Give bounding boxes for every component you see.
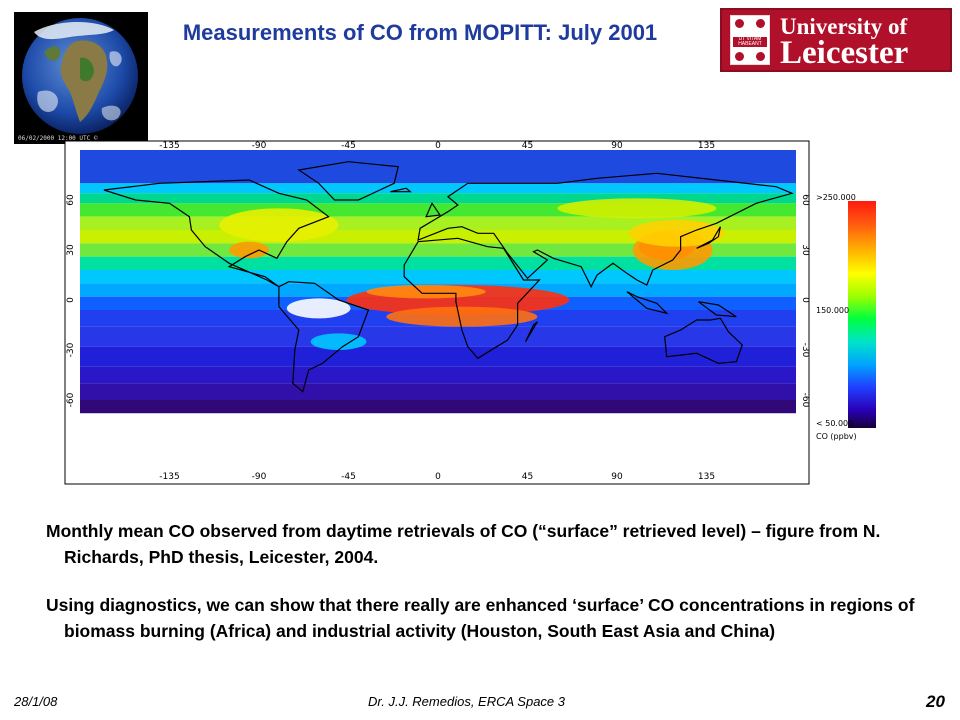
university-logo: UT VITAM HABEANT University of Leicester [720, 8, 952, 72]
lat-tick-label-left: -60 [66, 392, 76, 407]
lat-tick-label-right: 30 [800, 244, 810, 256]
lat-tick-label-left: -30 [66, 342, 76, 357]
lon-tick-label-top: 0 [435, 141, 441, 151]
colorbar-unit-label: CO (ppbv) [816, 432, 857, 441]
lon-tick-label-top: -90 [252, 141, 267, 151]
lat-tick-label-left: 30 [66, 244, 76, 256]
coastline-4 [664, 317, 743, 364]
lon-tick-label-top: -45 [341, 141, 356, 151]
co-world-map: -135 -135 -90 -90 -45 -45 0 0 45 45 90 90 135 135 60 60… [64, 140, 810, 485]
colorbar-mid-label: 150.000 [816, 306, 850, 315]
caption-paragraph: Monthly mean CO observed from daytime re… [46, 521, 881, 567]
lon-tick-label-top: 90 [611, 141, 623, 151]
lon-tick-label-top: 135 [698, 141, 715, 151]
co-map-figure: -135 -135 -90 -90 -45 -45 0 0 45 45 90 90 135 135 60 60… [64, 140, 810, 485]
colorbar-min-label: < 50.000 [816, 419, 854, 428]
footer-author: Dr. J.J. Remedios, ERCA Space 3 [368, 694, 565, 709]
lon-tick-label-bottom: 90 [611, 472, 623, 482]
coastline-11 [698, 301, 737, 318]
coastline-2 [403, 237, 541, 360]
colorbar-max-label: >250.000 [816, 193, 856, 202]
coastline-1 [278, 281, 370, 393]
lat-tick-label-right: -30 [800, 343, 810, 358]
logo-text-university: University of [780, 14, 908, 39]
coastline-0 [103, 179, 330, 288]
logo-text-leicester: Leicester [780, 35, 909, 71]
lat-tick-label-left: 0 [66, 297, 76, 303]
coastline-8 [696, 226, 721, 249]
lon-tick-label-bottom: 0 [435, 472, 441, 482]
slide-title: Measurements of CO from MOPITT: July 200… [182, 20, 658, 45]
explanation-paragraph: Using diagnostics, we can show that ther… [46, 595, 915, 641]
lon-tick-label-bottom: 45 [522, 472, 533, 482]
lat-tick-label-right: 0 [800, 297, 810, 303]
footer-date: 28/1/08 [14, 694, 58, 709]
earth-globe-image: 06/02/2000 12:00 UTC © [14, 12, 148, 144]
lon-tick-label-bottom: -90 [252, 472, 267, 482]
coastline-7 [425, 202, 442, 218]
lon-tick-label-bottom: 135 [698, 472, 715, 482]
coastline-5 [297, 161, 399, 201]
lon-tick-label-top: -135 [159, 141, 179, 151]
page-number: 20 [926, 692, 945, 711]
lon-tick-label-bottom: -135 [159, 472, 179, 482]
lon-tick-label-bottom: -45 [341, 472, 356, 482]
coastline-6 [390, 187, 412, 193]
globe-timestamp: 06/02/2000 12:00 UTC © [18, 135, 98, 142]
coastline-10 [524, 321, 538, 343]
colorbar [848, 201, 876, 428]
lat-tick-label-right: -60 [800, 393, 810, 408]
lat-tick-label-left: 60 [66, 194, 76, 206]
crest-icon: UT VITAM HABEANT [730, 15, 770, 65]
coastline-9 [626, 291, 669, 315]
lat-tick-label-right: 60 [800, 194, 810, 206]
coastline-3 [417, 172, 794, 289]
lon-tick-label-top: 45 [522, 141, 533, 151]
